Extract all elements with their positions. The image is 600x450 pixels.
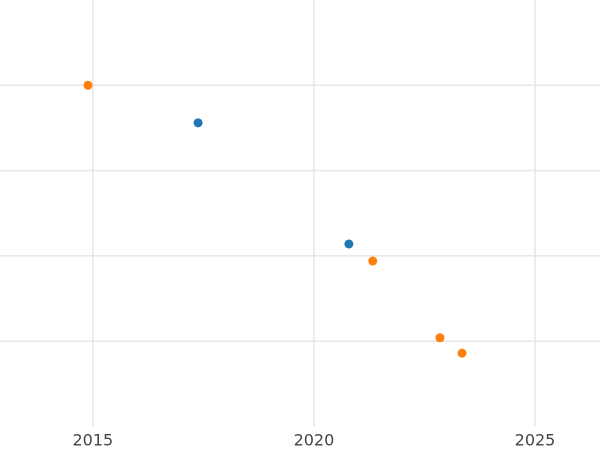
x-tick-label: 2015: [72, 431, 113, 450]
point: [435, 333, 445, 343]
point: [368, 256, 378, 266]
point: [193, 118, 203, 128]
point: [83, 80, 93, 90]
point: [344, 239, 354, 249]
x-tick-label: 2020: [294, 431, 335, 450]
x-tick-label: 2025: [515, 431, 556, 450]
point: [457, 348, 467, 358]
